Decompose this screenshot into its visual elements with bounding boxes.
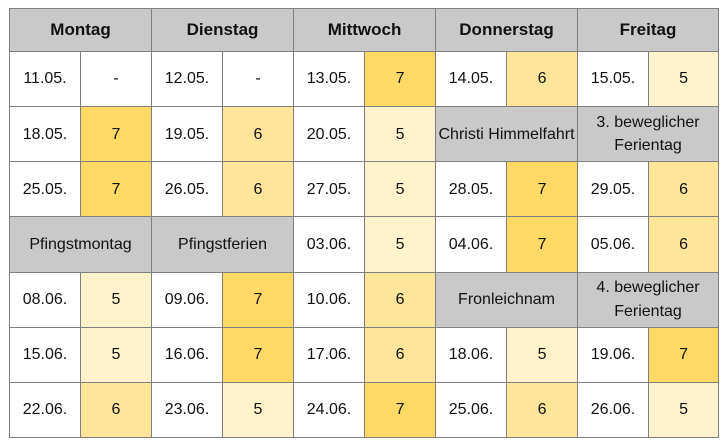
value-cell: 7: [648, 326, 720, 383]
holiday-cell: Fronleichnam: [435, 271, 579, 328]
value-cell: 7: [80, 161, 152, 218]
date-cell: 26.05.: [151, 161, 223, 218]
value-cell: 7: [221, 326, 295, 383]
value-cell: 5: [364, 106, 437, 163]
value-cell: 5: [80, 326, 152, 383]
table-row: 22.06. 6 23.06. 5 24.06. 7 25.06. 6 26.06. 5: [9, 381, 720, 439]
value-cell: 7: [364, 381, 437, 439]
value-cell: 6: [221, 106, 295, 163]
date-cell: 24.06.: [293, 381, 366, 439]
value-cell: 5: [364, 216, 437, 273]
date-cell: 15.06.: [9, 326, 81, 383]
value-cell: 6: [364, 271, 437, 328]
date-cell: 09.06.: [151, 271, 223, 328]
value-cell: 7: [506, 161, 579, 218]
date-cell: 08.06.: [9, 271, 81, 328]
date-cell: 03.06.: [293, 216, 366, 273]
value-cell: 5: [648, 381, 720, 439]
day-header-tuesday: Dienstag: [150, 8, 295, 52]
date-cell: 18.06.: [435, 326, 508, 383]
holiday-cell: Christi Himmelfahrt: [435, 106, 579, 163]
date-cell: 17.06.: [293, 326, 366, 383]
date-cell: 13.05.: [293, 50, 366, 108]
holiday-cell: Pfingstferien: [150, 216, 295, 273]
date-cell: 16.06.: [151, 326, 223, 383]
value-cell: 6: [506, 50, 579, 108]
day-header-monday: Montag: [9, 8, 152, 52]
weeks-body: 11.05. -12.05. -13.05. 7 14.05. 6 15.05. 5 18.05…: [9, 50, 720, 439]
value-cell: 5: [221, 381, 295, 439]
value-cell: 6: [648, 161, 720, 218]
table-row: 15.06. 5 16.06. 7 17.06. 6 18.06. 5 19.06. 7: [9, 326, 720, 383]
date-cell: 28.05.: [435, 161, 508, 218]
date-cell: 20.05.: [293, 106, 366, 163]
date-cell: 10.06.: [293, 271, 366, 328]
date-cell: 15.05.: [577, 50, 650, 108]
date-cell: 11.05.: [9, 50, 81, 108]
holiday-cell: 3. beweglicher Ferientag: [577, 106, 720, 163]
holiday-cell: 4. beweglicher Ferientag: [577, 271, 720, 328]
date-cell: 22.06.: [9, 381, 81, 439]
table-row: Pfingstmontag Pfingstferien 03.06. 5 04.06. 7…: [9, 216, 720, 273]
date-cell: 25.05.: [9, 161, 81, 218]
holiday-cell: Pfingstmontag: [9, 216, 152, 273]
table-row: 11.05. -12.05. -13.05. 7 14.05. 6 15.05. 5: [9, 50, 720, 108]
date-cell: 29.05.: [577, 161, 650, 218]
value-cell: 6: [80, 381, 152, 439]
value-cell: 5: [364, 161, 437, 218]
value-cell: 6: [648, 216, 720, 273]
date-cell: 05.06.: [577, 216, 650, 273]
value-cell: 7: [80, 106, 152, 163]
header-row: Montag Dienstag Mittwoch Donnerstag Frei…: [9, 8, 720, 52]
date-cell: 19.05.: [151, 106, 223, 163]
value-cell: 5: [506, 326, 579, 383]
day-header-wednesday: Mittwoch: [293, 8, 437, 52]
date-cell: 23.06.: [151, 381, 223, 439]
value-cell: -: [80, 50, 152, 108]
value-cell: 7: [506, 216, 579, 273]
value-cell: 6: [506, 381, 579, 439]
day-header-thursday: Donnerstag: [435, 8, 579, 52]
value-cell: 7: [221, 271, 295, 328]
value-cell: 6: [364, 326, 437, 383]
table-row: 18.05. 7 19.05. 6 20.05. 5 Christi Himmelfahrt…: [9, 106, 720, 163]
date-cell: 14.05.: [435, 50, 508, 108]
value-cell: -: [221, 50, 295, 108]
value-cell: 5: [80, 271, 152, 328]
date-cell: 27.05.: [293, 161, 366, 218]
table-row: 25.05. 7 26.05. 6 27.05. 5 28.05. 7 29.05. 6: [9, 161, 720, 218]
value-cell: 6: [221, 161, 295, 218]
date-cell: 12.05.: [151, 50, 223, 108]
date-cell: 04.06.: [435, 216, 508, 273]
value-cell: 5: [648, 50, 720, 108]
date-cell: 19.06.: [577, 326, 650, 383]
date-cell: 18.05.: [9, 106, 81, 163]
value-cell: 7: [364, 50, 437, 108]
date-cell: 26.06.: [577, 381, 650, 439]
table-row: 08.06. 5 09.06. 7 10.06. 6 Fronleichnam 4. bewe…: [9, 271, 720, 328]
date-cell: 25.06.: [435, 381, 508, 439]
day-header-friday: Freitag: [577, 8, 720, 52]
schedule-table: Montag Dienstag Mittwoch Donnerstag Frei…: [9, 8, 720, 439]
